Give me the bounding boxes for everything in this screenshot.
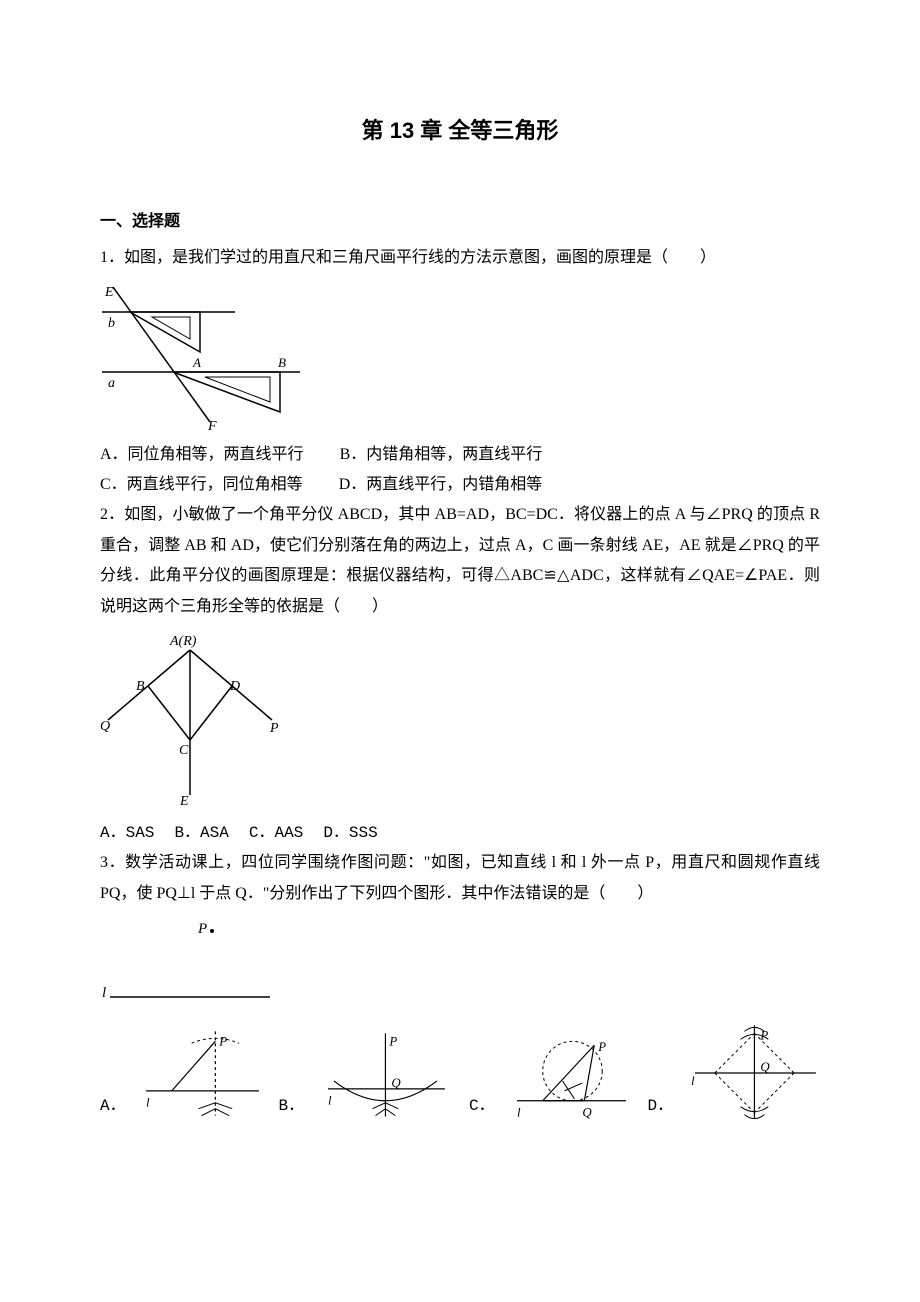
q3-opt-b-figure: l P Q xyxy=(322,1031,451,1121)
svg-text:P: P xyxy=(197,921,207,937)
q3-opt-d-figure: l P Q xyxy=(691,1025,820,1121)
q1-opt-d-text: D．两直线平行，内错角相等 xyxy=(339,476,543,493)
svg-text:E: E xyxy=(179,794,189,809)
q2-opt-a: A．SAS xyxy=(100,824,154,842)
question-3-figure: P l xyxy=(100,917,820,1017)
q2-opt-d: D．SSS xyxy=(323,824,377,842)
question-1-figure: b a E F A B xyxy=(100,282,820,432)
svg-text:l: l xyxy=(146,1096,150,1110)
svg-text:P: P xyxy=(597,1040,606,1054)
svg-text:Q: Q xyxy=(100,719,110,734)
svg-text:E: E xyxy=(104,285,114,300)
svg-text:A(R): A(R) xyxy=(169,634,197,649)
svg-text:C: C xyxy=(179,743,189,758)
svg-text:P: P xyxy=(218,1034,227,1048)
question-1-text: 1．如图，是我们学过的用直尺和三角尺画平行线的方法示意图，画图的原理是（ ） xyxy=(100,243,820,273)
section-heading: 一、选择题 xyxy=(100,207,820,237)
q1-option-c: C．两直线平行，同位角相等 D．两直线平行，内错角相等 xyxy=(100,470,820,500)
svg-text:l: l xyxy=(691,1074,695,1088)
question-3-text: 3．数学活动课上，四位同学围绕作图问题："如图，已知直线 l 和 l 外一点 P… xyxy=(100,848,820,909)
svg-text:Q: Q xyxy=(582,1106,592,1120)
question-2-text: 2．如图，小敏做了一个角平分仪 ABCD，其中 AB=AD，BC=DC．将仪器上… xyxy=(100,500,820,622)
svg-text:a: a xyxy=(108,376,115,391)
q3-opt-c-figure: l P Q xyxy=(513,1031,630,1121)
svg-text:P: P xyxy=(269,721,279,736)
q3-opt-c-label: C． xyxy=(469,1091,495,1121)
q1-opt-a-text: A．同位角相等，两直线平行 xyxy=(100,446,304,463)
q3-opt-a-label: A． xyxy=(100,1091,126,1121)
q3-opt-b-label: B． xyxy=(279,1091,305,1121)
svg-text:F: F xyxy=(207,419,217,432)
svg-text:b: b xyxy=(108,316,115,331)
svg-text:l: l xyxy=(328,1094,332,1108)
q3-options-row: A． l P B． l P Q C． l P Q D． l P xyxy=(100,1025,820,1121)
q2-options: A．SAS B．ASA C．AAS D．SSS xyxy=(100,818,820,848)
q1-opt-c-text: C．两直线平行，同位角相等 xyxy=(100,476,303,493)
q2-opt-c: C．AAS xyxy=(249,824,303,842)
q1-option-a: A．同位角相等，两直线平行 B．内错角相等，两直线平行 xyxy=(100,440,820,470)
svg-text:Q: Q xyxy=(392,1076,402,1090)
svg-text:Q: Q xyxy=(761,1060,771,1074)
q1-opt-b-text: B．内错角相等，两直线平行 xyxy=(340,446,543,463)
q3-opt-d-label: D． xyxy=(648,1091,674,1121)
svg-text:B: B xyxy=(278,355,286,370)
svg-text:A: A xyxy=(192,355,201,370)
svg-text:P: P xyxy=(389,1034,398,1048)
svg-text:B: B xyxy=(136,679,145,694)
q2-opt-b: B．ASA xyxy=(174,824,228,842)
question-2-figure: A(R) Q P B D C E xyxy=(100,630,820,810)
svg-text:l: l xyxy=(517,1106,521,1120)
page-title: 第 13 章 全等三角形 xyxy=(100,110,820,152)
svg-text:l: l xyxy=(102,985,106,1001)
q3-opt-a-figure: l P xyxy=(144,1031,261,1121)
